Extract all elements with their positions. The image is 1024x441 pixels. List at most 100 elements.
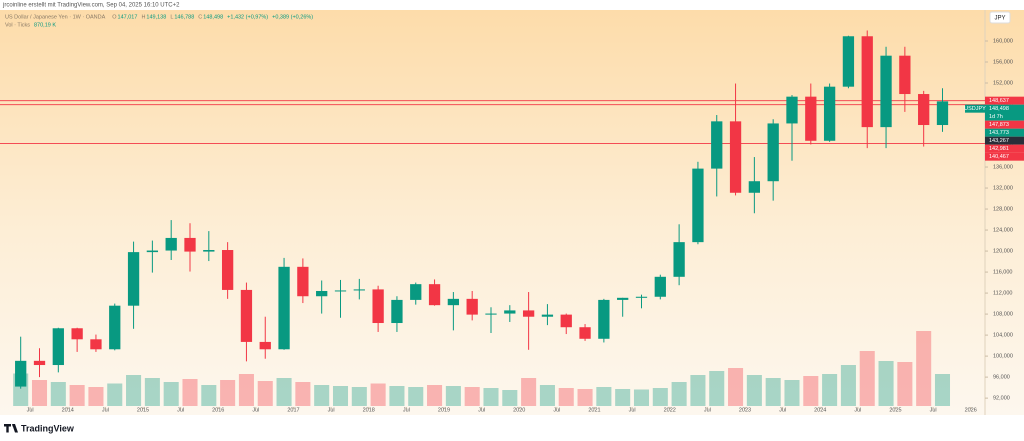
price-tag [985,144,1024,153]
candle-body [109,305,121,350]
price-tag [985,128,1024,137]
y-tick-label: 112,000 [993,291,1012,297]
x-tick-label: Jul [478,407,485,413]
y-tick-label: 160,000 [993,38,1013,44]
volume-bar [220,380,236,406]
x-tick-label: 2021 [588,407,600,413]
x-tick-label: Jul [854,407,861,413]
candle-body [729,121,742,193]
volume-bar [295,382,311,406]
candle-body [842,36,855,87]
volume-bar [859,351,875,406]
ohlc-key: C [198,14,202,20]
x-tick-label: Jul [252,407,259,413]
ohlc-value: 148,498 [203,14,223,20]
x-tick-label: Jul [553,407,560,413]
candle-body [221,250,234,290]
x-tick-label: Jul [930,407,937,413]
price-tag-countdown: 1d 7h [989,114,1003,120]
candle-body [447,298,460,306]
ohlc-legend: O 147,017 H 149,138 L 146,788 C 148,498 [112,14,223,20]
volume-bar [88,387,104,406]
volume-bar [144,378,160,406]
volume-bar [182,379,198,406]
volume-bar [709,371,725,406]
candle-body [259,341,271,350]
price-tag [985,136,1024,145]
symbol-legend: US Dollar / Japanese Yen · 1W · OANDA [5,14,106,20]
volume-bar [784,380,800,406]
x-tick-label: 2026 [965,407,977,413]
volume-bar [370,383,386,406]
brand-logo [3,424,18,433]
candle-body [184,237,196,252]
volume-bar [765,378,781,406]
candle-body [767,123,779,182]
volume-bar [257,381,273,406]
price-tag [985,96,1024,105]
candle-body [240,289,253,342]
candle-body [71,328,83,340]
volume-bar [916,331,932,406]
y-tick-label: 96,000 [993,375,1010,381]
price-tag [985,152,1024,161]
price-tag [985,104,1024,121]
candle-body [278,266,290,350]
currency-box[interactable] [989,11,1011,24]
candle-body [146,250,159,253]
change: +1,432 (+0,97%) [227,14,268,20]
volume-bar [633,389,650,406]
price-tag-label: 142,981 [989,146,1009,152]
price-tag-label: 148,498 [989,106,1009,112]
volume-bar [126,375,142,406]
ohlc-value: 149,138 [146,14,166,20]
candle-body [805,96,817,141]
attribution: jrcoinline erstellt mit TradingView.com,… [2,3,180,9]
volume-bar [690,375,706,406]
brand: TradingView [21,423,75,433]
candle-body [297,266,309,297]
symbol-tag-label: USDJPY [964,106,986,112]
x-tick-label: Jul [629,407,636,413]
candle-body [466,298,478,315]
x-tick-label: 2014 [62,407,74,413]
volume-bar [314,385,330,406]
y-tick-label: 152,000 [993,80,1013,86]
candle-body [899,55,911,95]
y-tick-label: 116,000 [993,270,1012,276]
candle-body [786,96,798,124]
volume-bar [502,390,518,406]
candle-body [410,284,422,300]
candle-body [52,328,64,366]
y-tick-label: 92,000 [993,396,1010,402]
candle-body [485,313,497,315]
candle-body [880,55,892,128]
x-tick-label: Jul [102,407,109,413]
x-tick-label: Jul [177,407,184,413]
candle-body [428,284,441,306]
volume-legend-label: Vol · Ticks [5,22,30,28]
volume-bar [803,376,819,406]
x-tick-label: 2018 [363,407,375,413]
x-tick-label: 2024 [814,407,826,413]
plot-layer: 92,000 96,000 100,000 104,000 108,000 112,000… [0,30,1024,413]
volume-bar [427,385,443,406]
candle-body [127,252,140,306]
x-tick-label: 2020 [513,407,525,413]
y-tick-label: 120,000 [993,249,1013,255]
volume-bar [615,389,631,406]
price-tag-label: 143,267 [989,138,1009,144]
candle-body [372,289,384,324]
candle-body [635,296,648,298]
volume-bar [107,383,123,406]
x-tick-label: Jul [403,407,410,413]
candle-body [692,168,704,243]
currency[interactable]: JPY [994,16,1005,22]
candle-body [711,121,723,169]
candle-body [617,297,629,300]
price-tag-label: 140,467 [989,154,1009,160]
candle-body [748,181,761,193]
y-tick-label: 132,000 [993,185,1013,191]
candle-body [203,250,215,252]
